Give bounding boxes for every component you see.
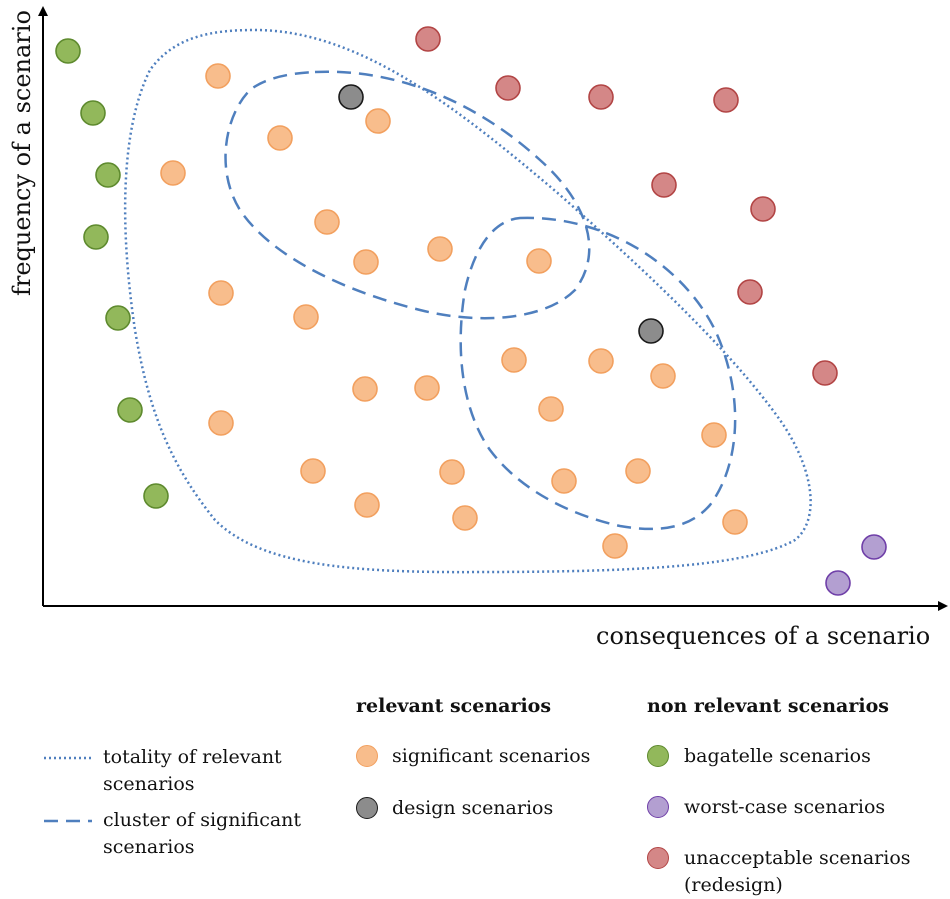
legend-cluster-label: cluster of significant scenarios [103,809,302,858]
unacceptable-scenario-point [588,84,614,110]
significant-scenario-point [625,458,651,484]
significant-scenario-point [365,108,391,134]
significant-scenario-point [538,396,564,422]
significant-scenario-point [208,280,234,306]
legend-unacceptable-label: unacceptable scenarios (redesign) [684,847,911,896]
unacceptable-scenario-point [713,87,739,113]
worst-scenario-point [825,570,851,596]
bagatelle-scenario-point [55,38,81,64]
cluster-region-lower [459,216,737,531]
legend-design-icon [356,797,378,819]
legend-design-label: design scenarios [392,797,554,819]
y-axis-label: frequency of a scenario [8,10,36,296]
design-scenario-point [638,318,664,344]
bagatelle-scenario-point [83,224,109,250]
legend-bagatelle-label: bagatelle scenarios [684,745,871,767]
legend-totality-label: totality of relevant scenarios [103,746,282,795]
x-axis-label: consequences of a scenario [596,622,931,650]
totality-region [123,28,812,574]
significant-scenario-point [427,236,453,262]
bagatelle-scenario-point [105,305,131,331]
bagatelle-scenario-point [80,100,106,126]
unacceptable-scenario-point [415,26,441,52]
unacceptable-scenario-point [812,360,838,386]
legend-significant-icon [356,745,378,767]
cluster-region-upper [224,70,591,320]
significant-scenario-point [314,209,340,235]
significant-scenario-point [208,410,234,436]
significant-scenario-point [354,492,380,518]
significant-scenario-point [353,249,379,275]
significant-scenario-point [452,505,478,531]
unacceptable-scenario-point [737,279,763,305]
significant-scenario-point [300,458,326,484]
scenario-points [55,26,887,596]
worst-scenario-point [861,534,887,560]
significant-scenario-point [501,347,527,373]
significant-scenario-point [352,376,378,402]
legend-worst-case-label: worst-case scenarios [684,796,886,818]
unacceptable-scenario-point [495,75,521,101]
significant-scenario-point [439,459,465,485]
unacceptable-scenario-point [651,172,677,198]
significant-scenario-point [588,348,614,374]
significant-scenario-point [160,160,186,186]
bagatelle-scenario-point [95,162,121,188]
significant-scenario-point [551,468,577,494]
legend-relevant-heading: relevant scenarios [356,695,552,717]
significant-scenario-point [722,509,748,535]
significant-scenario-point [526,248,552,274]
significant-scenario-point [267,125,293,151]
legend-worst-case-icon [647,796,669,818]
legend-unacceptable-icon [647,847,669,869]
significant-scenario-point [650,363,676,389]
significant-scenario-point [205,63,231,89]
legend-bagatelle-icon [647,745,669,767]
legend-significant-label: significant scenarios [392,745,591,767]
significant-scenario-point [701,422,727,448]
significant-scenario-point [293,304,319,330]
bagatelle-scenario-point [117,397,143,423]
significant-scenario-point [414,375,440,401]
bagatelle-scenario-point [143,483,169,509]
significant-scenario-point [602,533,628,559]
unacceptable-scenario-point [750,196,776,222]
design-scenario-point [338,84,364,110]
legend-non-relevant-heading: non relevant scenarios [647,695,889,717]
